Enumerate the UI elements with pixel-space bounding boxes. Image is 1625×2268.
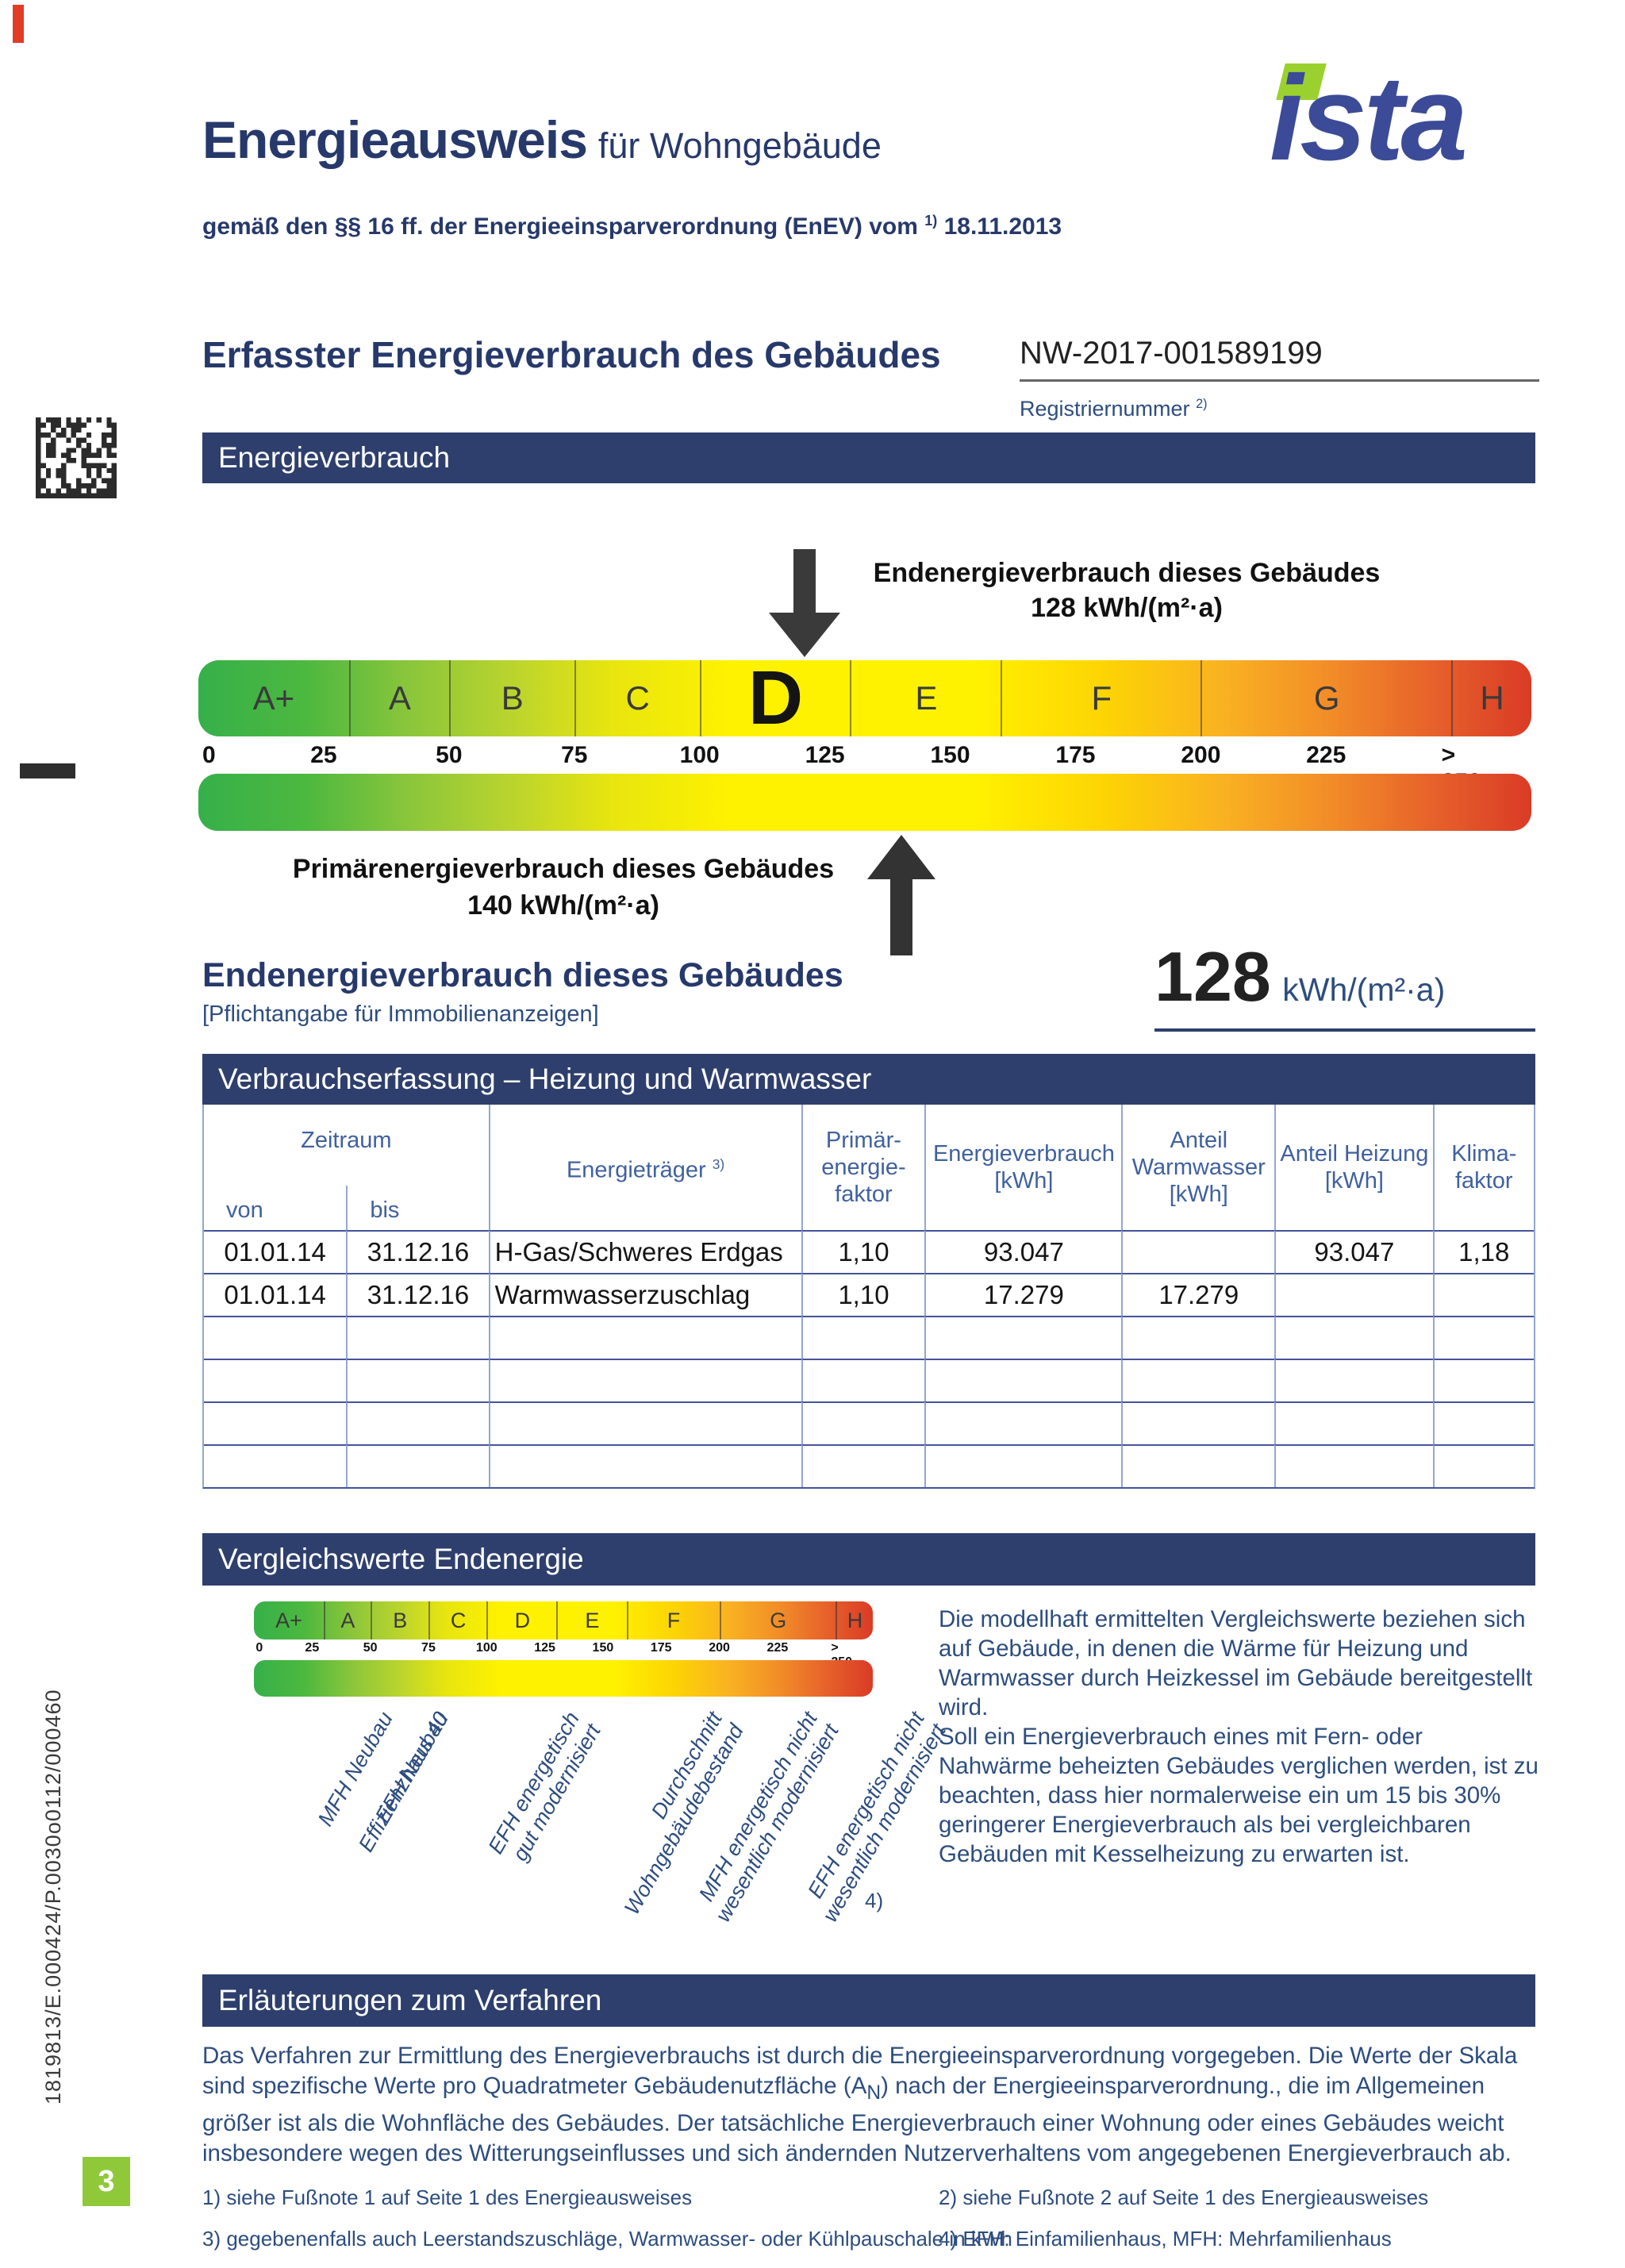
col-header-primaerfaktor: Primär- energie- faktor: [801, 1105, 925, 1230]
table-row-empty: [204, 1316, 347, 1359]
banner-vergleichswerte: Vergleichswerte Endenergie: [202, 1533, 1535, 1586]
subscript-n: N: [866, 2082, 882, 2104]
page-number-badge: 3: [83, 2157, 130, 2206]
scale-class-f: F: [1001, 660, 1201, 736]
page-title-main: Energieausweis: [202, 110, 588, 169]
col-header-klimafaktor: Klima- faktor: [1432, 1105, 1534, 1230]
scale-class-e: E: [850, 660, 1001, 736]
footnote-ref-3: 3): [712, 1156, 725, 1173]
page-title-suffix: für Wohngebäude: [597, 125, 882, 166]
footnote-2: 2) siehe Fußnote 2 auf Seite 1 des Energ…: [939, 2185, 1429, 2209]
table-row-empty: [204, 1444, 347, 1487]
end-energy-pointer-label: Endenergieverbrauch dieses Gebäudes 128 …: [873, 558, 1381, 623]
registration-label: Registriernummer 2): [1020, 397, 1208, 421]
scale-class-d-highlighted: D: [699, 655, 851, 740]
footnote-ref-2: 2): [1196, 397, 1208, 411]
consumption-table: Zeitraum von bis Energieträger 3) Primär…: [202, 1105, 1535, 1489]
col-header-energietraeger: Energieträger 3): [488, 1105, 801, 1230]
endenergy-heading: Endenergieverbrauch dieses Gebäudes: [202, 956, 843, 994]
end-energy-arrowhead-icon: [769, 613, 840, 657]
section-title: Erfasster Energieverbrauch des Gebäudes: [202, 334, 941, 375]
comparison-info-text: Die modellhaft ermittelten Vergleichswer…: [939, 1606, 1539, 1867]
col-header-zeitraum: Zeitraum von bis: [204, 1105, 489, 1230]
registration-number: NW-2017-001589199: [1020, 336, 1539, 382]
table-row-empty: [204, 1359, 347, 1401]
scale-class-h: H: [1451, 660, 1531, 736]
page-subtitle: gemäß den §§ 16 ff. der Energieeinsparve…: [202, 213, 1062, 240]
comparison-scale: A+ A B C D E F G H: [254, 1601, 873, 1639]
datamatrix-code: [36, 417, 117, 498]
col-header-energieverbrauch: Energieverbrauch [kWh]: [924, 1105, 1121, 1230]
footnote-4: 4) EFH: Einfamilienhaus, MFH: Mehrfamili…: [939, 2227, 1392, 2251]
print-registration-mark: [13, 5, 24, 43]
table-row: 01.01.14: [204, 1273, 347, 1316]
scale-class-b: B: [448, 660, 574, 736]
method-explanation-text: Das Verfahren zur Ermittlung des Energie…: [202, 2043, 1518, 2166]
col-header-anteil-heizung: Anteil Heizung [kWh]: [1274, 1105, 1432, 1230]
primary-energy-arrowhead-icon: [867, 835, 935, 879]
comparison-scale-ticks: 0 25 50 75 100 125 150 175 200 225 > 250: [255, 1641, 852, 1669]
endenergy-value: 128 kWh/(m²·a): [1154, 936, 1535, 1032]
footnote-ref-4: 4): [865, 1889, 884, 1912]
scale-class-a-plus: A+: [252, 679, 295, 717]
col-header-von: von: [226, 1197, 263, 1223]
banner-erlaeuterungen: Erläuterungen zum Verfahren: [202, 1974, 1535, 2027]
footnote-3: 3) gegebenenfalls auch Leerstandszuschlä…: [202, 2227, 1012, 2251]
scale-class-c: C: [574, 660, 700, 736]
primary-energy-pointer-label: Primärenergieverbrauch dieses Gebäudes 1…: [292, 854, 835, 921]
page-title: Energieausweis für Wohngebäude: [202, 110, 882, 170]
table-row-empty: [204, 1401, 347, 1444]
banner-verbrauchserfassung: Verbrauchserfassung – Heizung und Warmwa…: [202, 1054, 1535, 1105]
ista-logo: ista: [1270, 51, 1468, 186]
end-energy-arrow-icon: [793, 549, 816, 613]
footnote-1: 1) siehe Fußnote 1 auf Seite 1 des Energ…: [202, 2185, 693, 2209]
endenergy-subheading: [Pflichtangabe für Immobilienanzeigen]: [202, 1001, 599, 1027]
endenergy-unit: kWh/(m²·a): [1282, 971, 1446, 1008]
primary-energy-scale-band: [198, 774, 1531, 831]
endenergy-number: 128: [1154, 937, 1271, 1016]
col-header-anteil-warmwasser: Anteil Warmwasser [kWh]: [1121, 1105, 1274, 1230]
scale-class-a: A: [348, 660, 449, 736]
document-side-code: 1819813/E.000424/P.0030o0112/000460: [41, 1689, 65, 2105]
scale-class-g: G: [1201, 660, 1451, 736]
table-row: 01.01.14: [204, 1230, 347, 1273]
footnote-ref-1: 1): [924, 213, 938, 229]
col-header-bis: bis: [346, 1186, 488, 1230]
banner-energieverbrauch: Energieverbrauch: [202, 432, 1535, 483]
primary-energy-arrow-icon: [890, 878, 912, 955]
scale-tick-labels: 0 25 50 75 100 125 150 175 200 225 > 250: [202, 742, 1481, 795]
comparison-scale-band: [254, 1660, 873, 1697]
print-registration-dash: [20, 763, 75, 778]
energy-class-scale: A+ A B C D E F G H: [198, 655, 1531, 740]
